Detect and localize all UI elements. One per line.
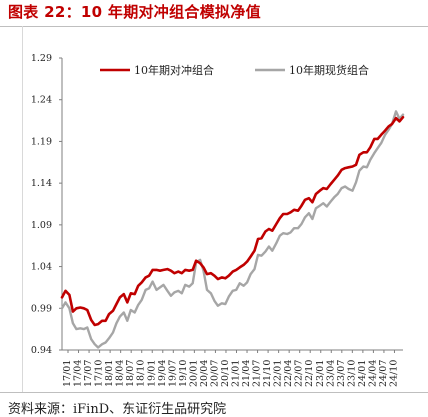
line-chart: 1.291.241.191.141.091.040.990.94 17/01 17… bbox=[31, 53, 405, 387]
x-tick-label: 23/04 bbox=[325, 360, 336, 387]
source-note: 资料来源：iFinD、东证衍生品研究院 bbox=[8, 402, 227, 417]
figure-title: 图表 22：10 年期对冲组合模拟净值 bbox=[8, 3, 261, 21]
left-rule bbox=[22, 26, 23, 393]
x-tick-label: 18/04 bbox=[115, 360, 126, 387]
x-tick-label: 21/10 bbox=[262, 360, 273, 387]
x-tick-label: 20/07 bbox=[209, 360, 220, 387]
y-tick-label: 1.04 bbox=[31, 262, 52, 273]
x-tick-label: 22/10 bbox=[304, 360, 315, 387]
x-tick-label: 24/07 bbox=[378, 360, 389, 387]
y-tick-label: 0.94 bbox=[31, 345, 52, 356]
x-tick-label: 22/07 bbox=[294, 360, 305, 387]
x-tick-label: 20/01 bbox=[188, 360, 199, 387]
series-line-hedge bbox=[60, 115, 405, 327]
bottom-rule bbox=[0, 392, 428, 393]
x-tick-label: 21/01 bbox=[231, 360, 242, 387]
series-line-spot bbox=[60, 110, 405, 349]
top-rule bbox=[0, 26, 428, 27]
x-tick-label: 21/04 bbox=[241, 360, 252, 387]
x-tick-label: 21/07 bbox=[252, 360, 263, 387]
x-tick-labels: 17/01 17/04 17/07 17/10 18/01 18/04 18/07 18/10… bbox=[62, 350, 399, 387]
x-tick-label: 24/01 bbox=[357, 360, 368, 387]
x-tick-label: 23/10 bbox=[346, 360, 357, 387]
x-tick-label: 19/07 bbox=[167, 360, 178, 387]
y-tick-label: 0.99 bbox=[31, 303, 52, 314]
x-tick-label: 17/04 bbox=[73, 360, 84, 387]
x-tick-label: 19/04 bbox=[157, 360, 168, 387]
x-tick-label: 18/07 bbox=[125, 360, 136, 387]
legend: 10年期对冲组合 10年期现货组合 bbox=[100, 63, 369, 77]
x-tick-label: 23/07 bbox=[336, 360, 347, 387]
x-tick-label: 20/04 bbox=[199, 360, 210, 387]
y-tick-label: 1.19 bbox=[31, 136, 52, 147]
y-tick-label: 1.24 bbox=[31, 95, 52, 106]
x-tick-label: 19/01 bbox=[146, 360, 157, 387]
x-tick-label: 22/01 bbox=[273, 360, 284, 387]
y-tick-labels: 1.29 1.24 1.19 1.14 1.09 1.04 0.99 0.94 bbox=[31, 53, 62, 356]
legend-item-spot-label: 10年期现货组合 bbox=[289, 63, 369, 77]
legend-item-hedge-label: 10年期对冲组合 bbox=[134, 63, 214, 77]
x-tick-label: 17/07 bbox=[83, 360, 94, 387]
x-tick-label: 23/01 bbox=[315, 360, 326, 387]
y-tick-label: 1.29 bbox=[31, 53, 52, 64]
x-tick-label: 20/10 bbox=[220, 360, 231, 387]
x-tick-label: 24/04 bbox=[367, 360, 378, 387]
x-tick-label: 17/10 bbox=[94, 360, 105, 387]
x-tick-label: 19/10 bbox=[178, 360, 189, 387]
x-tick-label: 18/10 bbox=[136, 360, 147, 387]
x-tick-label: 18/01 bbox=[104, 360, 115, 387]
y-tick-label: 1.09 bbox=[31, 220, 52, 231]
y-tick-label: 1.14 bbox=[31, 178, 52, 189]
x-tick-label: 24/10 bbox=[388, 360, 399, 387]
x-tick-label: 17/01 bbox=[62, 360, 73, 387]
series-lines bbox=[60, 110, 405, 349]
x-tick-label: 22/04 bbox=[283, 360, 294, 387]
chart-axes bbox=[61, 58, 403, 351]
